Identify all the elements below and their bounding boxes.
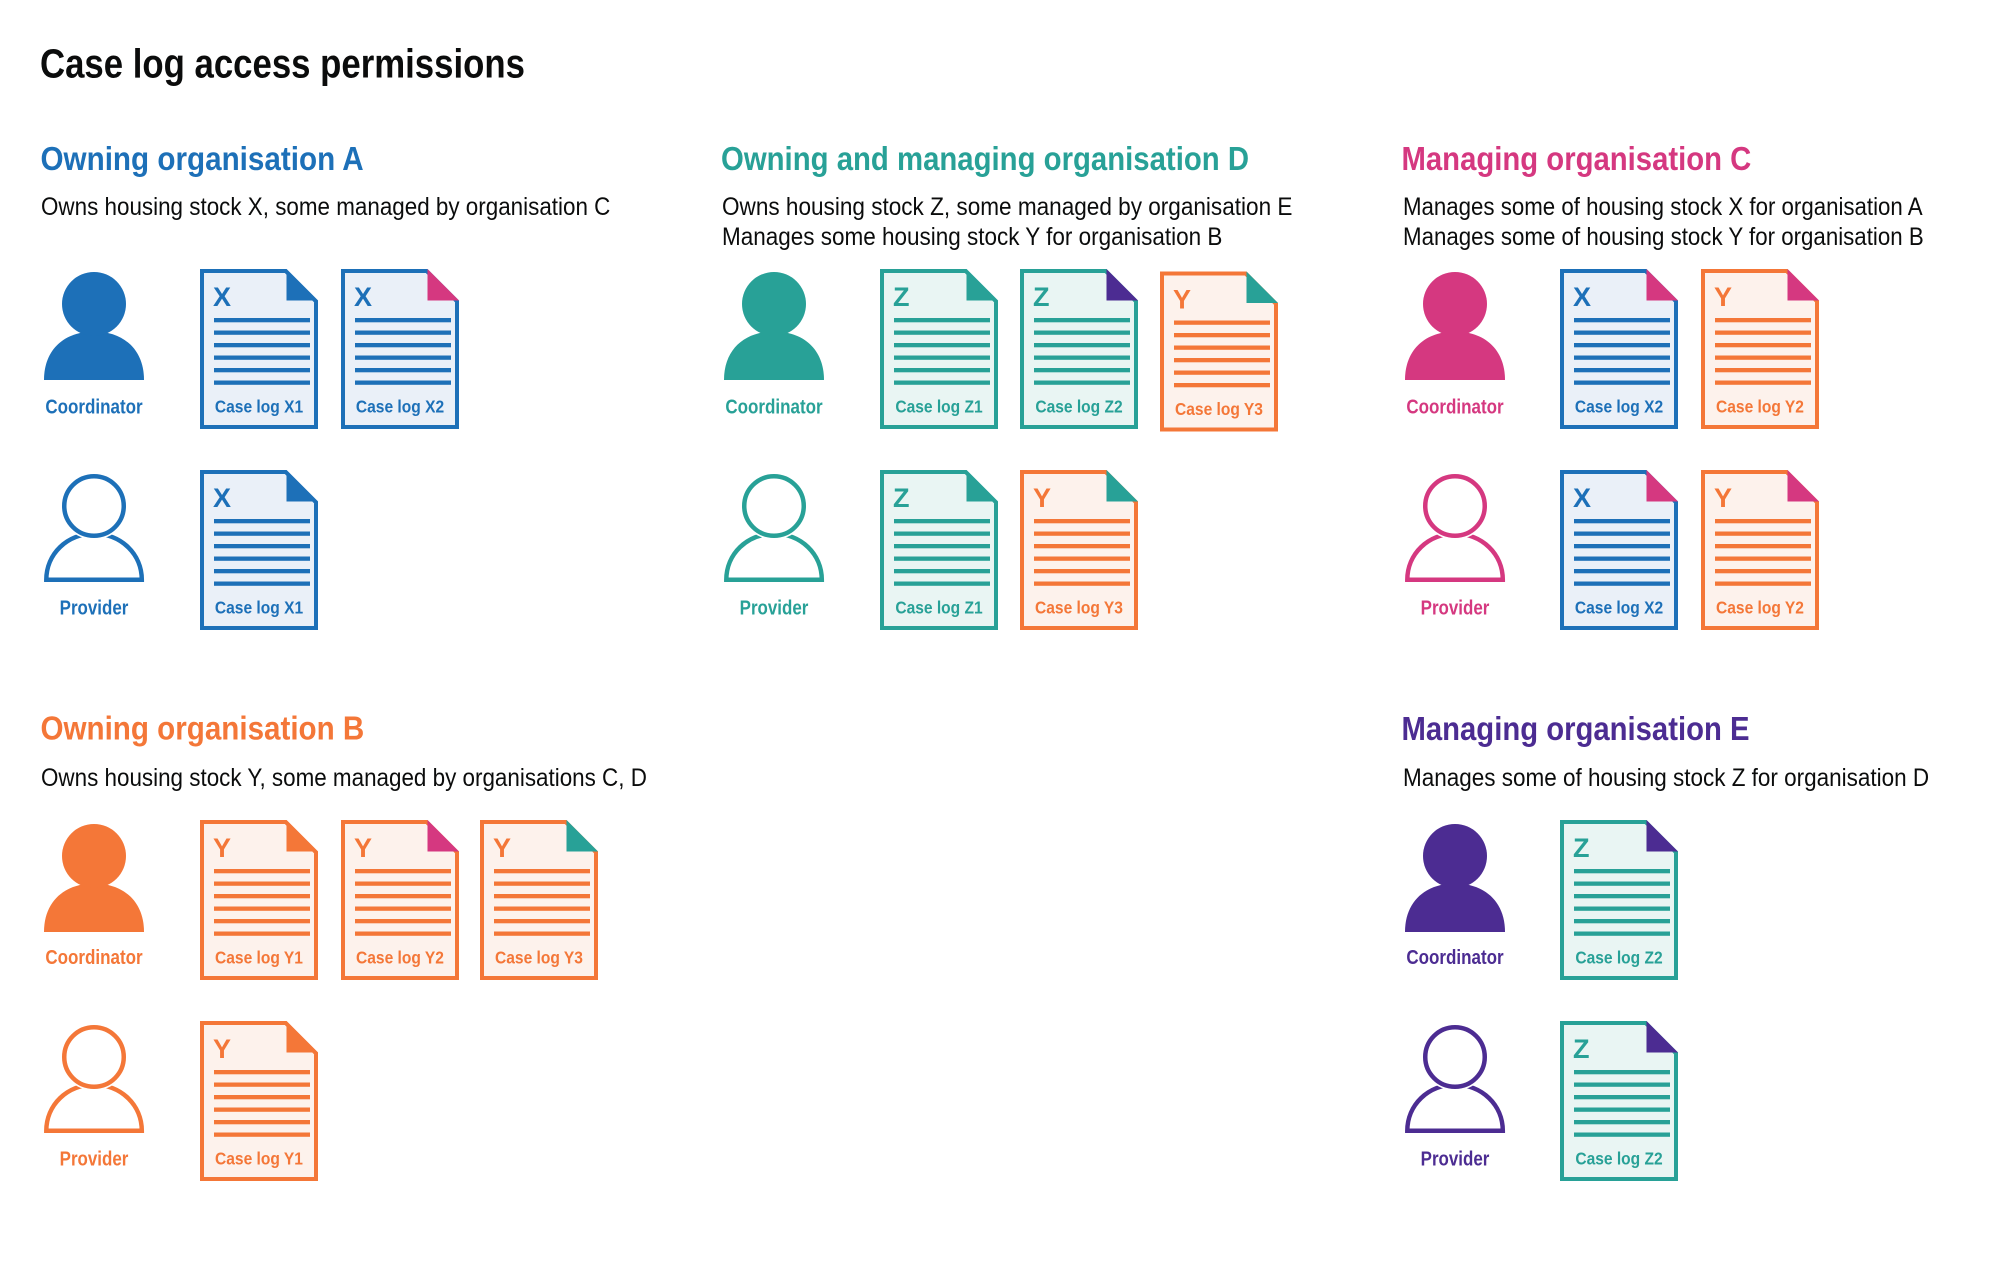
svg-text:Provider: Provider [1421,1147,1490,1170]
svg-text:X: X [213,483,231,513]
svg-text:Y: Y [1033,483,1051,513]
svg-text:Y: Y [213,833,231,863]
svg-text:Owns housing stock Z, some man: Owns housing stock Z, some managed by or… [722,193,1292,221]
svg-text:X: X [1573,483,1591,513]
svg-text:Z: Z [893,483,910,513]
svg-text:Manages some of housing stock: Manages some of housing stock Z for orga… [1403,764,1929,792]
svg-text:Z: Z [1573,833,1590,863]
svg-text:Case log Y2: Case log Y2 [356,948,444,968]
svg-text:Y: Y [354,833,372,863]
svg-text:X: X [1573,282,1591,312]
svg-text:Z: Z [893,282,910,312]
svg-text:Manages some of housing stock: Manages some of housing stock Y for orga… [1403,224,1924,251]
svg-text:Case log X2: Case log X2 [1575,397,1663,417]
svg-text:X: X [213,282,231,312]
svg-text:Case log Z1: Case log Z1 [895,397,982,417]
svg-text:Y: Y [1714,282,1732,312]
svg-text:Case log Y2: Case log Y2 [1716,598,1804,618]
svg-text:Case log Y3: Case log Y3 [495,948,583,968]
svg-text:Z: Z [1573,1034,1590,1064]
svg-text:Y: Y [1173,285,1191,315]
svg-text:Owns housing stock Y, some man: Owns housing stock Y, some managed by or… [41,765,647,792]
svg-text:Owning and managing organisati: Owning and managing organisation D [721,140,1249,177]
svg-text:Provider: Provider [1421,596,1490,619]
svg-text:Manages some of housing stock: Manages some of housing stock X for orga… [1403,194,1923,221]
svg-text:X: X [354,282,372,312]
svg-text:Case log Y3: Case log Y3 [1175,399,1263,419]
svg-text:Provider: Provider [60,596,129,619]
svg-text:Owns housing stock X, some man: Owns housing stock X, some managed by or… [41,194,610,221]
svg-text:Provider: Provider [740,596,809,619]
svg-text:Case log Z2: Case log Z2 [1575,1149,1662,1169]
svg-text:Case log X2: Case log X2 [356,397,444,417]
svg-text:Provider: Provider [60,1147,129,1170]
svg-text:Case log X1: Case log X1 [215,397,303,417]
svg-text:Case log Z2: Case log Z2 [1035,397,1122,417]
svg-text:Case log Z1: Case log Z1 [895,598,982,618]
svg-text:Z: Z [1033,282,1050,312]
svg-text:Coordinator: Coordinator [725,395,823,418]
svg-text:Case log Y1: Case log Y1 [215,1149,303,1169]
svg-text:Manages some housing stock Y f: Manages some housing stock Y for organis… [722,223,1222,251]
svg-text:Case log access permissions: Case log access permissions [40,42,525,87]
svg-text:Case log Y2: Case log Y2 [1716,397,1804,417]
svg-text:Y: Y [493,833,511,863]
svg-text:Case log Y1: Case log Y1 [215,948,303,968]
svg-text:Owning organisation A: Owning organisation A [41,141,364,178]
svg-text:Case log X2: Case log X2 [1575,598,1663,618]
svg-text:Managing organisation C: Managing organisation C [1402,140,1752,177]
svg-text:Owning organisation B: Owning organisation B [41,710,365,747]
svg-text:Coordinator: Coordinator [1406,395,1504,418]
svg-text:Y: Y [213,1034,231,1064]
svg-text:Case log Y3: Case log Y3 [1035,598,1123,618]
svg-text:Coordinator: Coordinator [1406,946,1504,969]
svg-text:Case log Z2: Case log Z2 [1575,948,1662,968]
svg-text:Managing organisation E: Managing organisation E [1402,710,1750,747]
svg-text:Coordinator: Coordinator [45,946,143,969]
svg-text:Case log X1: Case log X1 [215,598,303,618]
svg-text:Coordinator: Coordinator [45,395,143,418]
svg-text:Y: Y [1714,483,1732,513]
